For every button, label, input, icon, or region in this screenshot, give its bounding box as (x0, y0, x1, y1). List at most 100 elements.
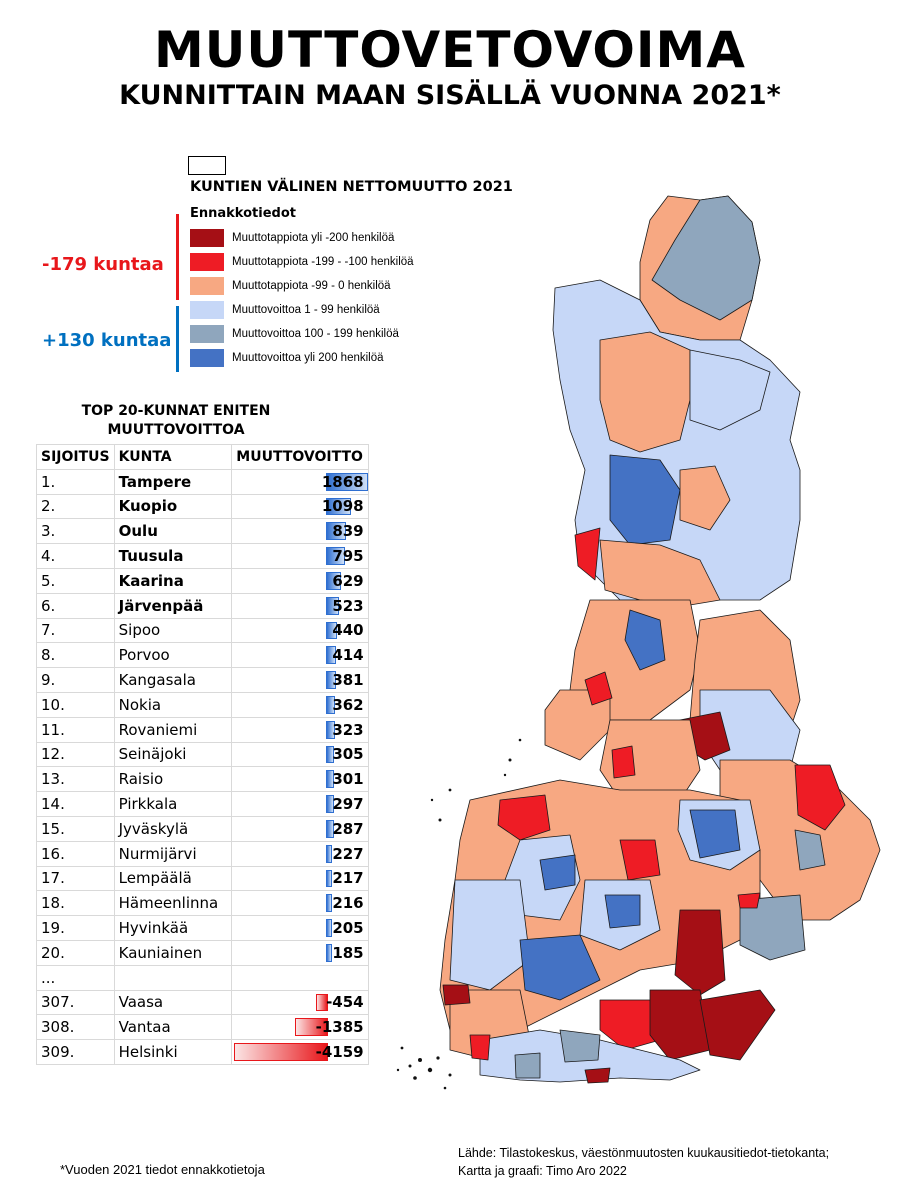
rank-cell: 6. (36, 592, 115, 619)
value-label: -1385 (315, 1018, 364, 1037)
value-cell: 523 (230, 592, 369, 619)
map-region (611, 745, 636, 779)
legend-swatch (190, 253, 224, 271)
legend-item: Muuttovoittoa yli 200 henkilöä (190, 348, 384, 368)
table-row: 18. Hämeenlinna 216 (36, 890, 369, 917)
map-region (539, 854, 576, 891)
value-label: 205 (332, 919, 364, 938)
gain-bar (325, 720, 335, 739)
municipality-cell: Vantaa (113, 1014, 232, 1041)
map-region (559, 1029, 601, 1063)
value-label: 414 (332, 646, 364, 665)
gain-bar (325, 770, 335, 789)
value-cell: 839 (230, 518, 369, 545)
value-cell: 414 (230, 642, 369, 669)
legend-title: KUNTIEN VÄLINEN NETTOMUUTTO 2021 (190, 179, 513, 195)
rank-cell: 2. (36, 493, 115, 520)
map-region (624, 609, 666, 671)
municipality-cell: Kangasala (113, 667, 232, 693)
gain-bar (325, 571, 342, 590)
value-cell: 362 (230, 691, 369, 718)
header-municipality: KUNTA (113, 444, 232, 470)
municipality-cell: Nurmijärvi (113, 840, 232, 867)
rank-cell: 12. (36, 741, 115, 768)
rank-cell: 8. (36, 642, 115, 669)
municipality-cell: Hämeenlinna (113, 890, 232, 917)
map-region (649, 989, 711, 1061)
table-row: 14. Pirkkala 297 (36, 791, 369, 817)
value-cell: 305 (230, 741, 369, 768)
municipality-cell: Hyvinkää (113, 915, 232, 941)
map-region (609, 454, 681, 546)
table-row: 309. Helsinki -4159 (36, 1039, 369, 1065)
map-region (599, 999, 661, 1051)
page-title: MUUTTOVETOVOIMA (154, 21, 746, 79)
rank-cell: 19. (36, 915, 115, 941)
rank-cell: 13. (36, 766, 115, 793)
value-cell: 381 (230, 667, 369, 693)
rank-cell: 16. (36, 840, 115, 867)
header-net-migration: MUUTTOVOITTO (230, 444, 369, 470)
municipality-cell: Tampere (113, 468, 232, 495)
value-cell: 216 (230, 890, 369, 917)
table-row: 3. Oulu 839 (36, 518, 369, 545)
gain-bar (325, 919, 332, 937)
rank-cell: 309. (36, 1039, 115, 1065)
map-region (442, 984, 471, 1006)
table-row: 19. Hyvinkää 205 (36, 915, 369, 941)
legend-item: Muuttotappiota yli -200 henkilöä (190, 228, 394, 248)
ellipsis-row: ... (36, 964, 369, 991)
table-row: 8. Porvoo 414 (36, 642, 369, 669)
gain-bar (325, 472, 368, 491)
table-row: 307. Vaasa -454 (36, 989, 369, 1016)
value-label: 185 (332, 943, 364, 962)
municipality-cell: Rovaniemi (113, 716, 232, 743)
value-cell: 205 (230, 915, 369, 941)
legend-label: Muuttotappiota -99 - 0 henkilöä (232, 280, 391, 292)
value-label: 1098 (321, 497, 364, 516)
value-cell: 323 (230, 716, 369, 743)
legend-label: Muuttovoittoa yli 200 henkilöä (232, 352, 384, 364)
map-region (599, 331, 691, 453)
map-region (651, 195, 761, 321)
source-line2: Kartta ja graafi: Timo Aro 2022 (458, 1164, 627, 1178)
map-region (737, 892, 761, 909)
value-cell: 440 (230, 617, 369, 644)
value-cell: 287 (230, 815, 369, 842)
municipality-cell: Sipoo (113, 617, 232, 644)
table-row: 308. Vantaa -1385 (36, 1014, 369, 1041)
value-label: 216 (332, 894, 364, 913)
map-region (519, 934, 601, 1001)
value-label: 381 (332, 671, 364, 690)
table-row: 2. Kuopio 1098 (36, 493, 369, 520)
empty-cell (113, 964, 232, 991)
rank-cell: 307. (36, 989, 115, 1016)
map-region (574, 527, 601, 581)
municipality-cell: Kuopio (113, 493, 232, 520)
value-label: 629 (332, 571, 364, 590)
value-label: 287 (332, 819, 364, 838)
table-row: 13. Raisio 301 (36, 766, 369, 793)
legend-label: Muuttotappiota yli -200 henkilöä (232, 232, 395, 244)
gain-bar (325, 695, 336, 714)
map-region (689, 349, 771, 431)
rank-cell: 1. (36, 468, 115, 495)
gain-bar (325, 522, 346, 541)
rank-cell: 3. (36, 518, 115, 545)
value-cell: -4159 (230, 1039, 369, 1065)
municipality-cell: Kauniainen (113, 939, 232, 966)
value-label: 362 (332, 695, 364, 714)
municipality-cell: Oulu (113, 518, 232, 545)
footnote: *Vuoden 2021 tiedot ennakkotietoja (60, 1162, 265, 1177)
table-row: 12. Seinäjoki 305 (36, 741, 369, 768)
map-region (699, 989, 776, 1061)
table-row: 15. Jyväskylä 287 (36, 815, 369, 842)
table-row: 6. Järvenpää 523 (36, 592, 369, 619)
legend-label: Muuttotappiota -199 - -100 henkilöä (232, 256, 414, 268)
header-rank: SIJOITUS (36, 444, 115, 470)
map-region (679, 465, 731, 531)
legend-subtitle: Ennakkotiedot (190, 206, 296, 221)
legend-label: Muuttovoittoa 100 - 199 henkilöä (232, 328, 399, 340)
value-cell: 227 (230, 840, 369, 867)
map-region (449, 879, 531, 991)
